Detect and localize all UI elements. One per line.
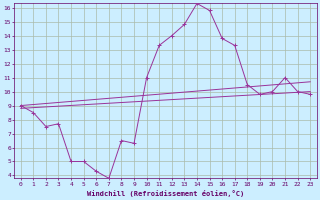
X-axis label: Windchill (Refroidissement éolien,°C): Windchill (Refroidissement éolien,°C) xyxy=(87,190,244,197)
